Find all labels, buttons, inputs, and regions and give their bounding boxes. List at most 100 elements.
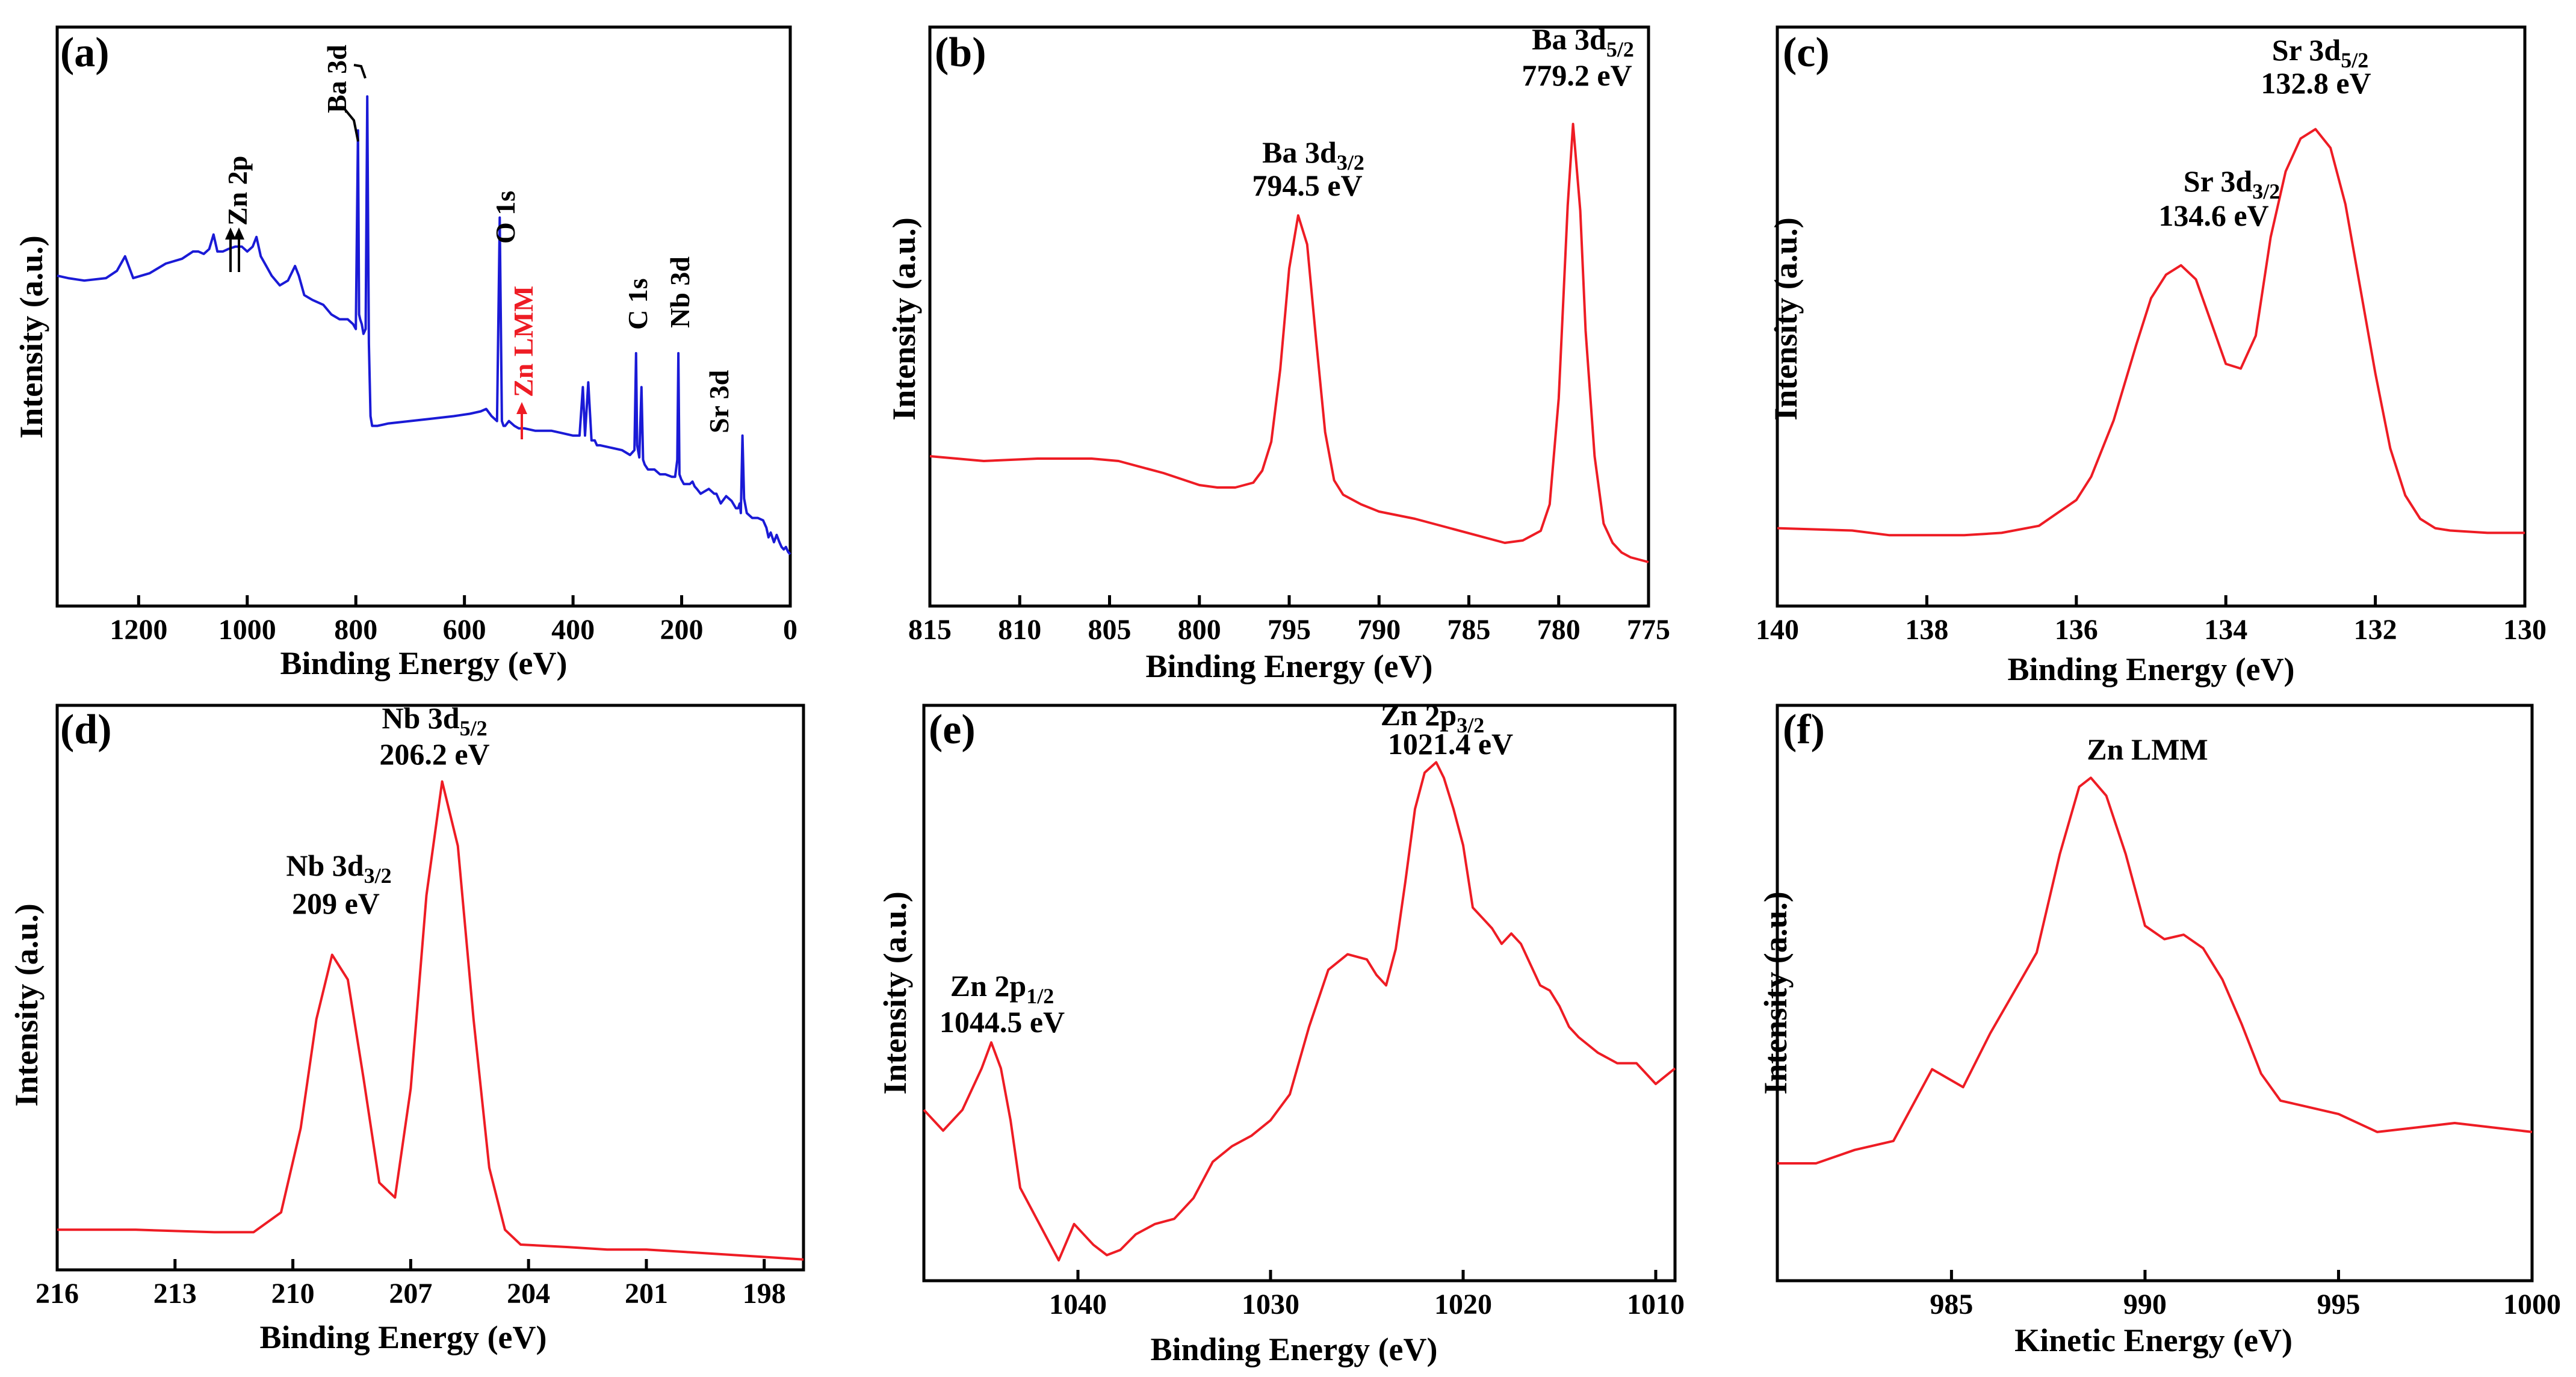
panel-f-zn-lmm: 985 990 995 1000 (f) Kinetic Energy (eV) In… (1757, 704, 2561, 1358)
y-axis-label: Intensity (a.u.) (1768, 217, 1804, 421)
panel-e-zn2p: 1040 1030 1020 1010 (e) Binding Energy (eV)… (877, 698, 1685, 1367)
x-tick-label: 795 (1268, 614, 1311, 646)
x-tick-label: 990 (2123, 1289, 2167, 1320)
x-tick-label: 1020 (1434, 1289, 1492, 1320)
annotation-zn-lmm: Zn LMM (508, 286, 539, 397)
x-tick-label: 0 (783, 614, 797, 646)
annotation-zn2p: Zn 2p (222, 156, 253, 226)
peak-value-sr3d32: 134.6 eV (2158, 199, 2268, 232)
x-tick-label: 132 (2354, 614, 2397, 646)
plot-frame (55, 704, 805, 1272)
x-tick-label: 790 (1357, 614, 1401, 646)
x-tick-label: 400 (551, 614, 595, 646)
data-line (57, 95, 791, 555)
x-ticks: 1040 1030 1020 1010 (1049, 1270, 1685, 1320)
peak-label-sr3d32: Sr 3d3/2 (2184, 164, 2280, 203)
peak-value-zn2p12: 1044.5 eV (940, 1005, 1065, 1039)
plot-frame (1776, 25, 2527, 608)
panel-label: (d) (60, 707, 112, 753)
x-axis-label: Binding Energy (eV) (2007, 651, 2294, 687)
peak-label-zn2p12: Zn 2p1/2 (950, 969, 1054, 1008)
y-axis-label: Intensity (a.u.) (1757, 891, 1794, 1095)
x-tick-label: 138 (1905, 614, 1948, 646)
peak-label-nb3d52: Nb 3d5/2 (382, 701, 487, 740)
y-axis-label: Intensity (a.u.) (886, 217, 922, 421)
x-tick-label: 800 (334, 614, 377, 646)
peak-label-nb3d32: Nb 3d3/2 (286, 849, 391, 888)
x-tick-label: 130 (2503, 614, 2547, 646)
annotation-c1s: C 1s (622, 278, 653, 330)
peak-value-ba3d52: 779.2 eV (1522, 58, 1632, 92)
annotation-nb3d: Nb 3d (664, 256, 695, 328)
annotation-ba3d: Ba 3d (321, 45, 352, 113)
x-tick-label: 136 (2055, 614, 2098, 646)
x-tick-label: 815 (908, 614, 952, 646)
annotation-sr3d: Sr 3d (704, 370, 734, 433)
x-tick-label: 995 (2317, 1289, 2360, 1320)
plot-frame (55, 25, 792, 608)
x-tick-label: 207 (389, 1278, 432, 1310)
x-tick-label: 1010 (1627, 1289, 1685, 1320)
x-tick-label: 1200 (110, 614, 167, 646)
data-line (1777, 128, 2525, 537)
data-line (57, 780, 804, 1261)
x-axis-label: Kinetic Energy (eV) (2014, 1322, 2293, 1358)
x-tick-label: 780 (1537, 614, 1581, 646)
x-tick-label: 1040 (1049, 1289, 1107, 1320)
panel-a-survey: 1200 1000 800 600 400 200 0 (a) Binding Energy… (13, 25, 797, 681)
data-line (1777, 776, 2533, 1165)
x-axis-label: Binding Energy (eV) (259, 1319, 546, 1355)
x-tick-label: 1000 (218, 614, 276, 646)
x-tick-label: 198 (743, 1278, 786, 1310)
x-axis-label: Binding Energy (eV) (1145, 648, 1432, 684)
peak-label-zn2p32: Zn 2p3/2 (1381, 698, 1484, 737)
x-ticks: 815 810 805 800 795 790 785 780 775 (908, 595, 1670, 646)
x-tick-label: 204 (507, 1278, 550, 1310)
panel-b-ba3d: 815 810 805 800 795 790 785 780 775 (b) Binding … (886, 22, 1670, 684)
x-axis-label: Binding Energy (eV) (1150, 1331, 1437, 1367)
x-tick-label: 201 (625, 1278, 668, 1310)
panel-c-sr3d: 140 138 136 134 132 130 (c) Binding Energy (e… (1756, 25, 2547, 687)
peak-value-zn2p32: 1021.4 eV (1388, 727, 1513, 761)
x-tick-label: 200 (660, 614, 704, 646)
arrow-ba3d-right (353, 64, 367, 79)
x-tick-label: 810 (998, 614, 1041, 646)
peak-label-ba3d32: Ba 3d3/2 (1262, 135, 1364, 175)
data-line (929, 123, 1649, 563)
x-ticks: 985 990 995 1000 (1930, 1270, 2561, 1320)
x-tick-label: 775 (1627, 614, 1670, 646)
x-tick-label: 800 (1178, 614, 1221, 646)
panel-label: (b) (935, 29, 986, 76)
plot-frame (922, 704, 1677, 1283)
peak-label-ba3d52: Ba 3d5/2 (1532, 22, 1634, 61)
peak-label-zn-lmm: Zn LMM (2087, 732, 2208, 766)
plot-frame (928, 25, 1650, 608)
x-tick-label: 805 (1088, 614, 1132, 646)
x-ticks: 1200 1000 800 600 400 200 0 (110, 595, 797, 646)
panel-label: (f) (1783, 707, 1825, 753)
x-tick-label: 785 (1447, 614, 1491, 646)
y-axis-label: Intensity (a.u.) (8, 903, 45, 1107)
x-axis-label: Binding Energy (eV) (280, 645, 567, 681)
arrow-ba3d-left (342, 106, 359, 142)
y-axis-label: Intensity (a.u.) (877, 891, 913, 1095)
arrow-zn2p-2-head (234, 227, 244, 240)
x-tick-label: 213 (153, 1278, 197, 1310)
arrow-zn-lmm-head (516, 402, 527, 414)
x-tick-label: 216 (36, 1278, 79, 1310)
x-tick-label: 1000 (2503, 1289, 2561, 1320)
x-tick-label: 134 (2204, 614, 2247, 646)
panel-label: (e) (929, 707, 976, 753)
panel-d-nb3d: 216 213 210 207 204 201 198 (d) Binding Energy… (8, 701, 805, 1355)
x-tick-label: 985 (1930, 1289, 1973, 1320)
data-line (923, 761, 1676, 1262)
panel-label: (c) (1783, 29, 1830, 76)
peak-value-nb3d52: 206.2 eV (379, 737, 489, 771)
peak-value-ba3d32: 794.5 eV (1252, 169, 1362, 202)
panel-label: (a) (60, 29, 110, 76)
x-ticks: 216 213 210 207 204 201 198 (36, 1259, 786, 1310)
x-ticks: 140 138 136 134 132 130 (1756, 595, 2547, 646)
x-tick-label: 210 (271, 1278, 315, 1310)
annotation-o1s: O 1s (490, 191, 521, 244)
